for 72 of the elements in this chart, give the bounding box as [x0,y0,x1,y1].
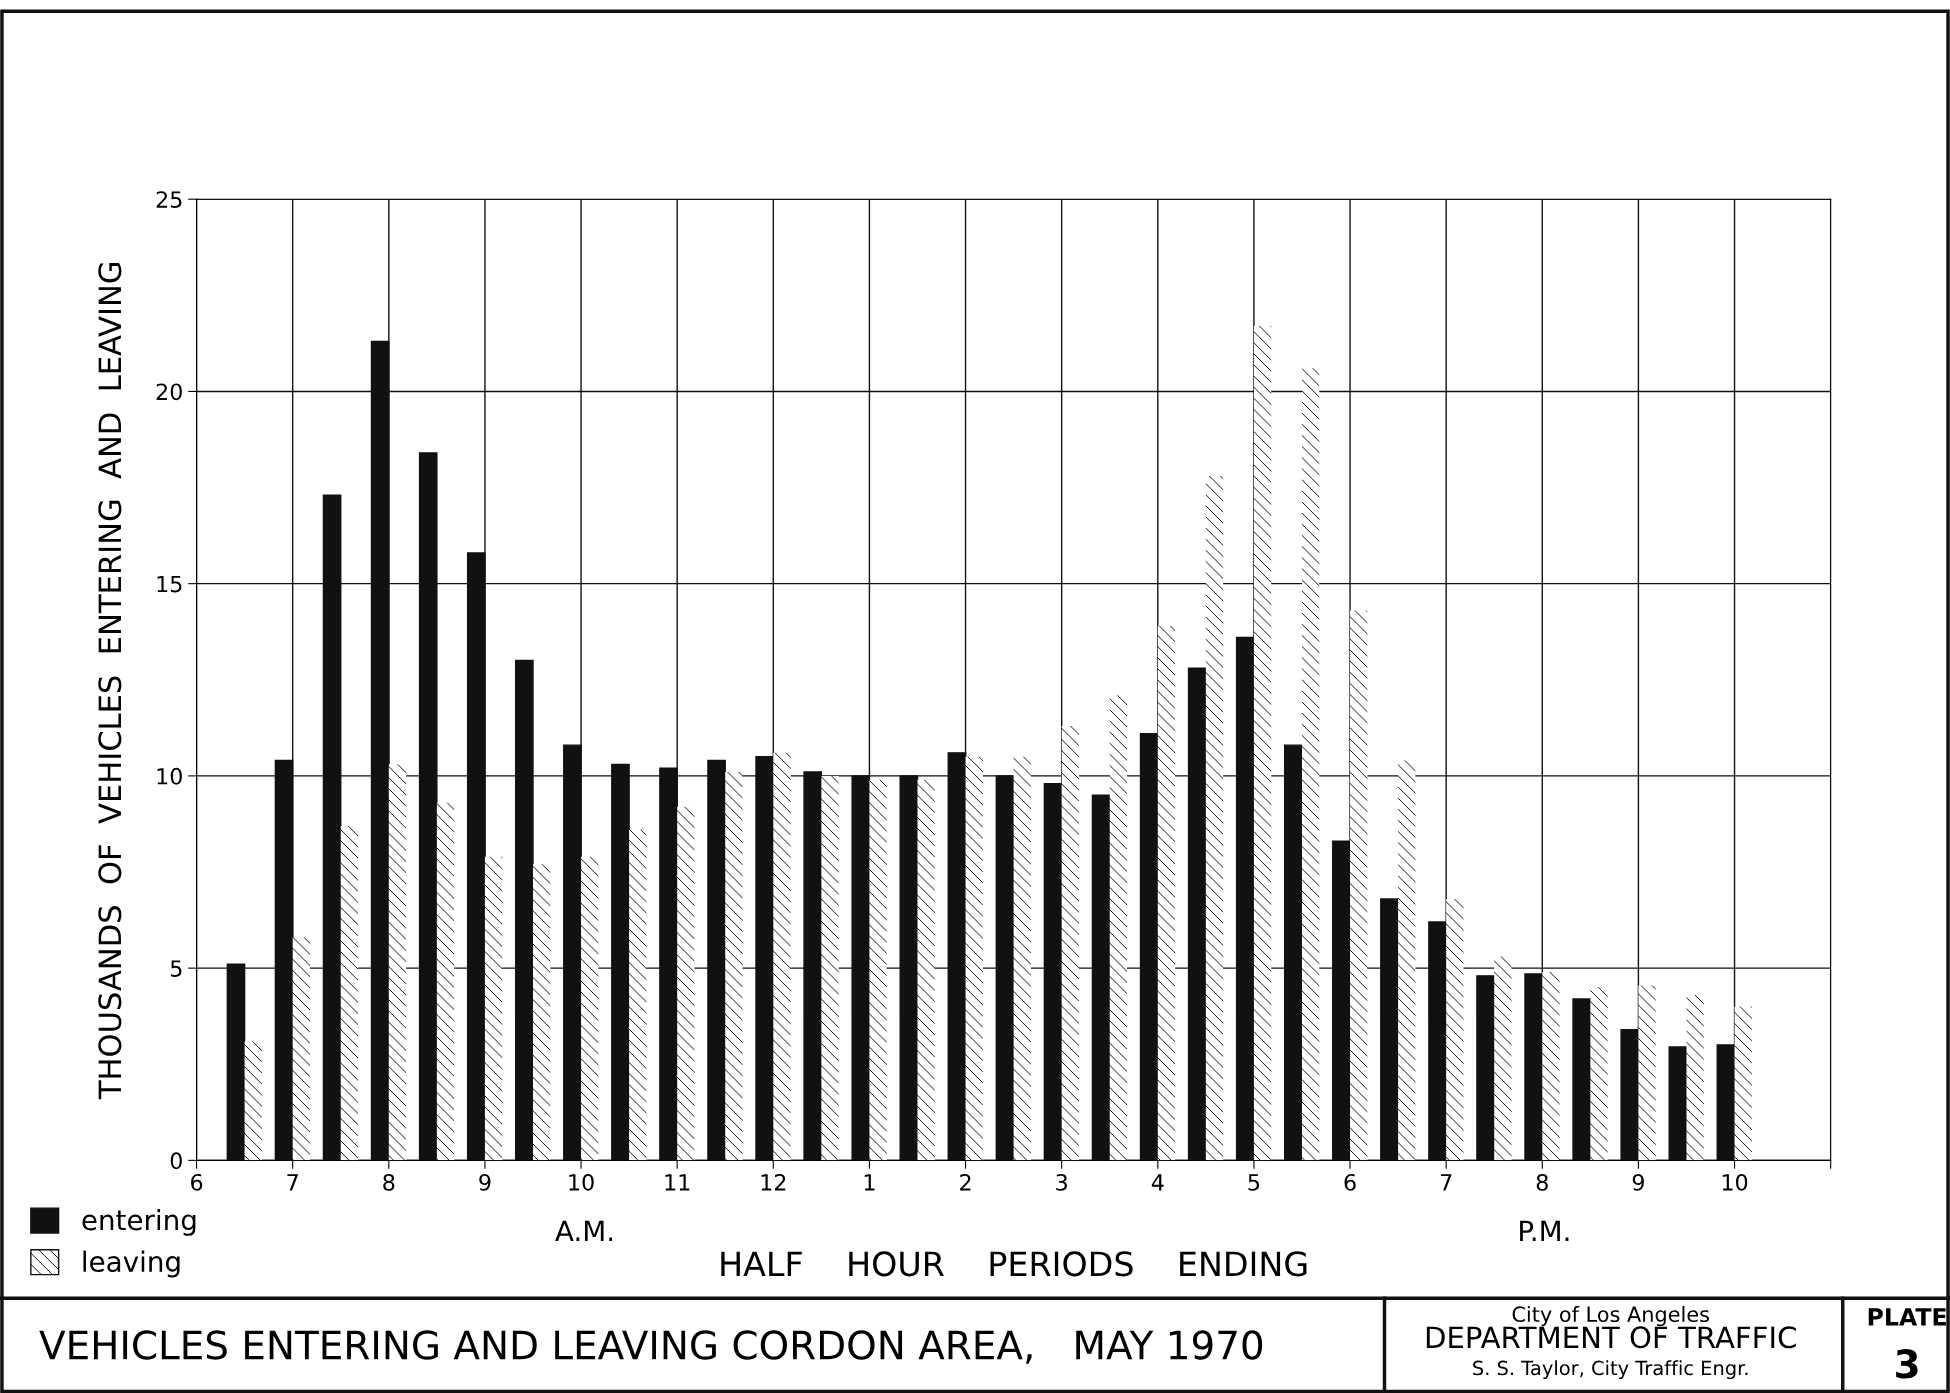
x-tick-label: 10 [569,1173,594,1191]
bar [1542,971,1560,1161]
bar [917,779,935,1161]
bar [1476,975,1495,1161]
bar [1620,1028,1640,1161]
bar [725,772,743,1161]
bar [484,856,503,1161]
bar [1572,998,1592,1161]
bar [821,775,839,1161]
bar [1398,760,1416,1161]
bar [292,937,310,1161]
x-tick-label: 10 [1722,1173,1748,1191]
bar [1013,756,1031,1161]
bar [1524,973,1543,1161]
bar [1668,1046,1688,1161]
x-tick-label: 7 [287,1174,298,1191]
y-tick-label: 5 [170,960,182,977]
y-axis-title: THOUSANDS OF VEHICLES ENTERING AND LEAVING [98,262,122,1100]
bar [965,756,983,1161]
bar [340,825,359,1161]
x-tick-label: 6 [191,1173,203,1191]
text: City of Los Angeles [1512,1305,1709,1327]
bar [869,779,887,1161]
x-tick-label: 12 [761,1173,786,1191]
bar [436,802,455,1161]
x-tick-label: 9 [1632,1173,1644,1191]
x-tick-label: 1 [864,1174,875,1191]
bar [1350,610,1368,1161]
x-tick-label: 8 [383,1173,395,1191]
bar [773,752,791,1161]
bar [629,829,647,1161]
text: DEPARTMENT OF TRAFFIC [1426,1326,1796,1349]
bar [1253,326,1272,1161]
x-tick-label: 7 [1440,1174,1452,1191]
legend-label: leaving [83,1250,180,1278]
bar [1446,898,1464,1161]
legend-label: entering [82,1208,196,1236]
x-tick-label: 9 [479,1173,491,1191]
bar [1205,476,1224,1161]
bar [388,764,407,1161]
x-tick-label: 2 [960,1173,971,1191]
x-tick-label: 6 [1344,1173,1356,1191]
text: P.M. [1520,1220,1569,1241]
text: A.M. [555,1220,613,1241]
y-tick-label: 10 [157,767,182,785]
bar [581,856,599,1161]
bar [1109,695,1128,1161]
bar [677,806,695,1161]
text: S. S. Taylor, City Traffic Engr. [1473,1360,1748,1380]
bar [244,1041,262,1161]
bar [1638,985,1656,1161]
bar [532,864,551,1161]
y-tick-label: 20 [156,383,182,401]
y-tick-label: 25 [156,191,182,208]
bar [1734,1006,1752,1161]
x-tick-label: 8 [1536,1173,1548,1191]
x-tick-label: 3 [1056,1173,1067,1191]
x-tick-label: 11 [665,1174,690,1191]
bar [1590,987,1608,1161]
x-axis-title: HALF HOUR PERIODS ENDING [721,1251,1307,1277]
y-tick-label: 15 [157,575,182,593]
bar [1157,625,1176,1161]
x-tick-label: 4 [1151,1174,1164,1191]
bar [1494,956,1512,1161]
text: VEHICLES ENTERING AND LEAVING CORDON AREA, MAY 1970 [39,1330,1263,1364]
bar [1061,725,1079,1161]
bar [1301,368,1320,1161]
text: 3 [1896,1349,1918,1379]
x-tick-label: 5 [1248,1174,1260,1191]
y-tick-label: 0 [170,1152,182,1170]
bar [1686,995,1704,1161]
text: PLATE [1868,1308,1946,1326]
